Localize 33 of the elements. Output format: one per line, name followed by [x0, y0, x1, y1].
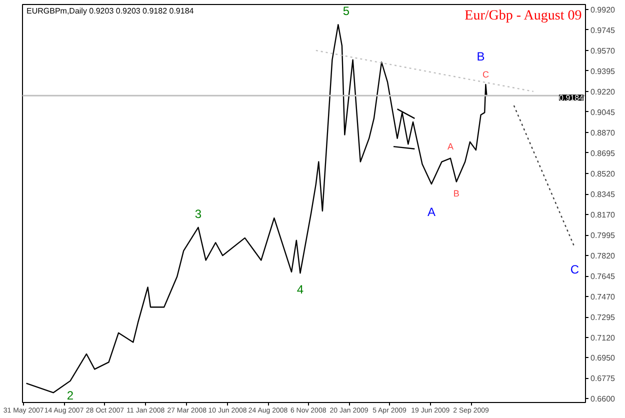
y-tick-label: 0.6600 [590, 394, 616, 404]
annotation: 5 [342, 4, 350, 18]
annotation: A [447, 141, 454, 152]
y-tick-label: 0.8345 [590, 190, 616, 200]
annotation: 4 [296, 282, 304, 297]
y-tick-label: 0.7995 [590, 231, 616, 240]
y-tick-label: 0.8170 [590, 210, 616, 220]
annotation: A [427, 205, 436, 220]
y-tick-label: 0.9745 [590, 26, 616, 35]
y-tick-label: 0.6950 [590, 353, 616, 362]
y-tick-label: 0.7645 [590, 272, 616, 282]
annotation: C [570, 262, 580, 276]
chart-title: EURGBPm,Daily 0.9203 0.9203 0.9182 0.9184 [26, 6, 194, 16]
annotation: B [453, 188, 460, 199]
y-tick-label: 0.6775 [590, 374, 616, 384]
annotation: 2 [66, 388, 74, 402]
annotation: C [482, 69, 490, 80]
ref-line-label: 0.9184 [559, 94, 584, 103]
y-tick-label: 0.7295 [590, 313, 616, 322]
y-tick-label: 0.8870 [590, 128, 616, 138]
chart-subtitle: Eur/Gbp - August 09 [464, 8, 582, 24]
annotation: B [476, 49, 485, 64]
y-tick-label: 0.8520 [590, 170, 616, 178]
y-tick-label: 0.9220 [590, 87, 616, 96]
annotation: 3 [194, 206, 202, 221]
y-tick-label: 0.7820 [590, 252, 616, 261]
y-tick-label: 0.9920 [590, 5, 616, 14]
y-tick-label: 0.9395 [590, 66, 616, 76]
y-tick-label: 0.7120 [590, 334, 616, 343]
y-tick-label: 0.7470 [590, 292, 616, 302]
y-tick-label: 0.8695 [590, 148, 616, 158]
y-tick-label: 0.9045 [590, 108, 616, 117]
y-tick-label: 0.9570 [590, 46, 616, 56]
